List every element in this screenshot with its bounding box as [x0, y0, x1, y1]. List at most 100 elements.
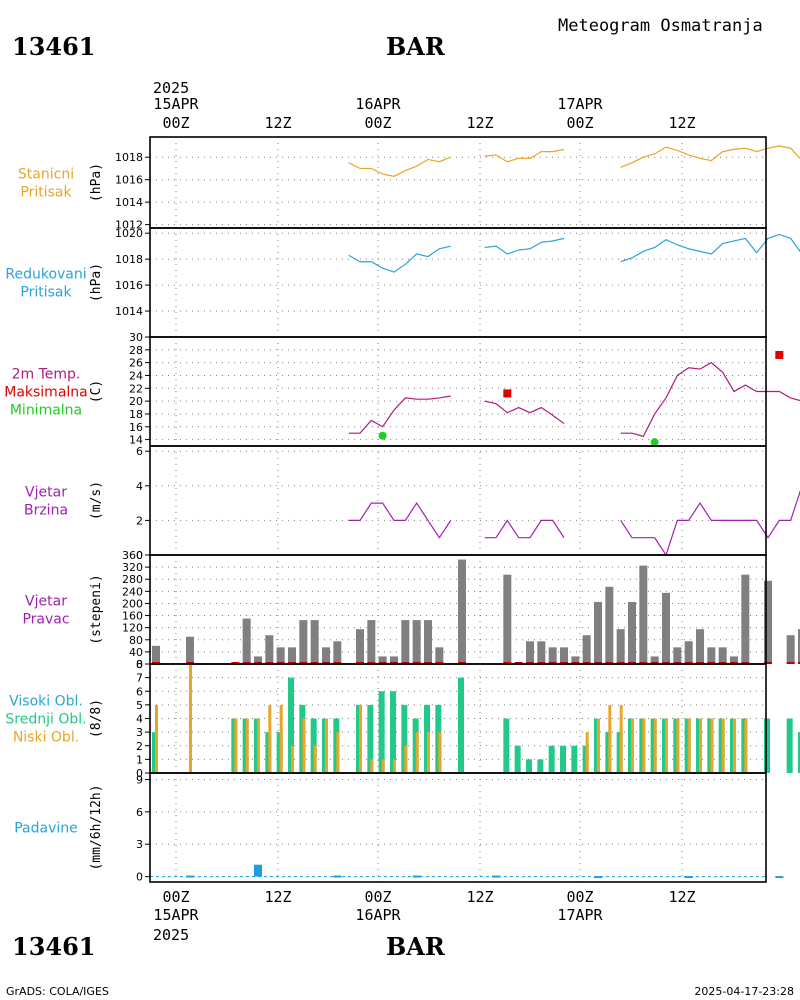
y-tick-label: 1020: [115, 227, 143, 240]
cloud-middle-bar: [367, 704, 374, 773]
direction-bar: [299, 620, 308, 664]
series-line: [348, 395, 451, 434]
y-tick-label: 18: [129, 408, 143, 421]
direction-calm-marker: [356, 662, 364, 664]
direction-calm-marker: [560, 662, 568, 664]
direction-bar: [684, 641, 693, 664]
series-line: [620, 361, 800, 438]
y-tick-label: 6: [136, 445, 143, 458]
cloud-low-bar: [687, 718, 691, 773]
y-tick-label: 9: [136, 773, 143, 786]
direction-calm-marker: [514, 662, 523, 664]
cloud-middle-bar: [798, 732, 800, 773]
cloud-low-bar: [631, 718, 634, 773]
direction-bar: [571, 656, 580, 664]
y-tick-label: 0: [136, 871, 143, 884]
direction-bar: [628, 601, 636, 664]
y-tick-label: 2: [136, 740, 143, 753]
cloud-low-bar: [234, 718, 238, 773]
y-tick-label: 0: [136, 767, 143, 780]
direction-calm-marker: [582, 662, 591, 664]
cloud-low-bar: [359, 704, 362, 773]
y-tick-label: 8: [136, 658, 143, 671]
panel-frame: [149, 445, 767, 556]
direction-calm-marker: [412, 662, 421, 664]
timestamp-label: 2025-04-17-23:28: [694, 985, 794, 998]
y-tick-label: 40: [129, 646, 143, 659]
direction-bar: [378, 656, 387, 664]
y-tick-label: 3: [136, 838, 143, 851]
panel-frame: [149, 136, 767, 229]
panel-title-line: Niski Obl.: [13, 730, 79, 746]
y-axis-label: (stepeni): [89, 574, 104, 644]
direction-bar: [276, 647, 285, 664]
direction-bar: [412, 620, 421, 664]
direction-calm-marker: [639, 662, 648, 664]
direction-calm-marker: [616, 662, 625, 664]
direction-bar: [322, 647, 330, 664]
panel-2: 1014 1016 1018 1020 (hPa)Redukovani Pritisak: [5, 227, 800, 338]
y-tick-label: 7: [136, 672, 143, 685]
direction-calm-marker: [378, 662, 387, 664]
direction-calm-marker: [310, 662, 319, 664]
direction-calm-marker: [650, 662, 659, 664]
direction-bar: [741, 574, 750, 664]
hour-label-bottom: 00Z: [364, 888, 391, 906]
year-label-bottom: 2025: [153, 926, 189, 944]
cloud-middle-bar: [503, 718, 510, 773]
cloud-low-bar: [676, 718, 680, 773]
direction-calm-marker: [288, 662, 296, 664]
direction-bar: [152, 645, 160, 664]
y-tick-label: 28: [129, 344, 143, 357]
y-tick-label: 20: [129, 395, 143, 408]
y-tick-label: 1016: [115, 279, 143, 292]
cloud-middle-bar: [390, 691, 396, 773]
credit-label: GrADS: COLA/IGES: [6, 985, 109, 998]
direction-bar: [730, 656, 738, 664]
direction-calm-marker: [458, 662, 466, 664]
direction-bar: [673, 647, 682, 664]
direction-bar: [458, 559, 466, 664]
panel-title-line: Visoki Obl.: [9, 694, 83, 710]
direction-bar: [242, 618, 251, 664]
y-tick-label: 6: [136, 806, 143, 819]
panel-title-line: Redukovani: [5, 267, 86, 283]
direction-calm-marker: [684, 662, 693, 664]
direction-calm-marker: [786, 662, 795, 664]
hour-label-bottom: 12Z: [264, 888, 291, 906]
direction-calm-marker: [730, 662, 738, 664]
precip-bar: [186, 875, 194, 878]
direction-calm-marker: [276, 662, 285, 664]
y-tick-label: 200: [122, 597, 143, 610]
direction-bar: [582, 635, 591, 664]
cloud-low-bar: [404, 745, 408, 773]
direction-calm-marker: [537, 662, 546, 664]
panel-title-line: Maksimalna: [4, 385, 88, 401]
panel-4: 0 2 4 6 (m/s) Vjetar Brzina: [24, 445, 800, 562]
panel-title-line: Pritisak: [20, 185, 72, 201]
day-label-bottom: 16APR: [355, 906, 401, 924]
panel-title-line: Minimalna: [10, 403, 82, 419]
panel-title-line: 2m Temp.: [12, 367, 81, 383]
y-tick-label: 80: [129, 634, 143, 647]
direction-calm-marker: [186, 662, 194, 664]
cloud-low-bar: [189, 664, 192, 773]
direction-bar: [707, 647, 716, 664]
series-line: [620, 489, 800, 557]
cloud-low-bar: [313, 745, 317, 773]
day-label-top: 17APR: [557, 95, 603, 113]
panel-title-line: Vjetar: [25, 485, 67, 501]
direction-calm-marker: [265, 662, 274, 664]
y-tick-label: 280: [122, 573, 143, 586]
y-axis-label: (C): [89, 380, 104, 403]
station-id-top: 13461: [12, 32, 96, 61]
cloud-low-bar: [653, 718, 657, 773]
direction-calm-marker: [333, 662, 342, 664]
y-tick-label: 1012: [115, 219, 143, 232]
series-line: [620, 145, 800, 168]
direction-bar: [764, 580, 772, 664]
y-axis-label: (m/s): [89, 481, 104, 520]
panel-5: 04080120160200240280320360(stepeni)Vjeta…: [22, 549, 800, 671]
series-line: [484, 148, 565, 163]
